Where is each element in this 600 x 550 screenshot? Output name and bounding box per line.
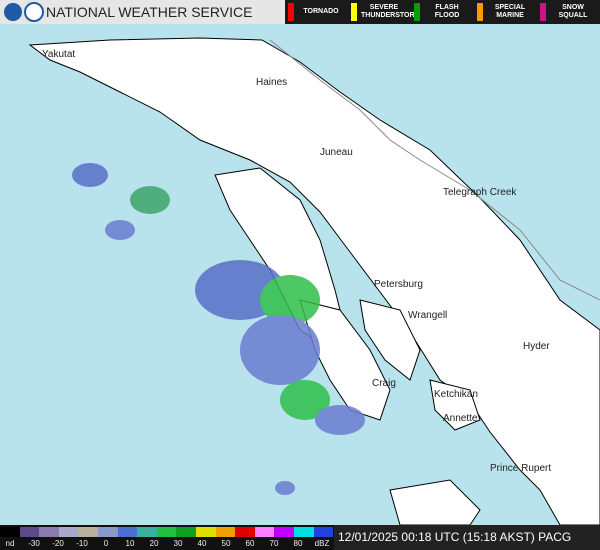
echo: [105, 220, 135, 240]
warning-item: SNOW SQUALL: [537, 0, 600, 24]
scale-swatch: [19, 527, 40, 537]
scale-swatch: [58, 527, 79, 537]
warning-label: SPECIAL MARINE: [494, 4, 526, 19]
place-label: Haines: [256, 77, 287, 88]
echo: [315, 405, 365, 435]
scale-label: -10: [76, 539, 88, 548]
logos: [4, 2, 44, 22]
timestamp: 12/01/2025 00:18 UTC (15:18 AKST) PACG: [334, 525, 600, 550]
place-label: Wrangell: [408, 310, 447, 321]
scale-swatch: [117, 527, 138, 537]
warning-swatch: [540, 3, 546, 21]
place-label: Juneau: [320, 147, 353, 158]
scale-swatch: [215, 527, 236, 537]
scale-label: -30: [28, 539, 40, 548]
scale-swatch: [156, 527, 177, 537]
place-label: Craig: [372, 378, 396, 389]
header: NATIONAL WEATHER SERVICE TORNADO SEVERE T…: [0, 0, 600, 24]
scale-swatch: [0, 527, 20, 537]
echo: [280, 380, 330, 420]
scale-label: 70: [269, 539, 279, 548]
scale-swatch: [313, 527, 334, 537]
warning-item: SPECIAL MARINE: [474, 0, 537, 24]
warning-label: TORNADO: [303, 8, 339, 15]
echo: [275, 481, 295, 495]
echo: [260, 275, 320, 325]
scale-label: 10: [125, 539, 135, 548]
warning-label: SEVERE THUNDERSTORM: [361, 4, 421, 19]
echo: [130, 186, 170, 214]
place-label: Petersburg: [374, 279, 423, 290]
scale-label: 0: [103, 539, 109, 548]
scale-label: 30: [173, 539, 183, 548]
scale-swatch: [196, 527, 216, 537]
warning-label: FLASH FLOOD: [434, 4, 460, 19]
scale-swatch: [254, 527, 275, 537]
scale-label: 80: [293, 539, 303, 548]
warning-swatch: [414, 3, 420, 21]
place-label: Hyder: [523, 341, 550, 352]
warning-swatch: [288, 3, 294, 21]
warning-legend: TORNADO SEVERE THUNDERSTORM FLASH FLOOD SPE…: [285, 0, 600, 24]
agency-name: NATIONAL WEATHER SERVICE: [46, 4, 253, 20]
warning-item: TORNADO: [285, 0, 348, 24]
island: [359, 299, 421, 381]
echo: [240, 315, 320, 385]
scale-swatch: [137, 527, 157, 537]
scale-label: 20: [149, 539, 159, 548]
warning-item: FLASH FLOOD: [411, 0, 474, 24]
scale-label: dBZ: [314, 539, 330, 548]
scale-swatch: [176, 527, 196, 537]
scale-swatch: [78, 527, 98, 537]
place-label: Ketchikan: [434, 389, 478, 400]
scale-label: nd: [5, 539, 15, 548]
island: [389, 479, 481, 525]
scale-swatch: [39, 527, 59, 537]
scale-label: 50: [221, 539, 231, 548]
mainland: [28, 37, 600, 525]
island: [429, 379, 481, 431]
place-label: Yakutat: [42, 49, 75, 60]
place-label: Prince Rupert: [490, 463, 551, 474]
scale-label: 40: [197, 539, 207, 548]
place-label: Annette: [443, 413, 478, 424]
scale-label: -20: [52, 539, 64, 548]
scale-label: 60: [245, 539, 255, 548]
scale-swatch: [274, 527, 294, 537]
warning-label: SNOW SQUALL: [558, 4, 588, 19]
scale-swatch: [294, 527, 314, 537]
border: [269, 39, 600, 301]
radar-echoes: [72, 163, 365, 495]
place-label: Telegraph Creek: [443, 187, 517, 198]
map: Yakutat Haines Juneau Telegraph Creek Peters…: [28, 37, 600, 525]
warning-item: SEVERE THUNDERSTORM: [348, 0, 421, 24]
warning-swatch: [351, 3, 357, 21]
scale-swatch: [235, 527, 255, 537]
island: [299, 299, 391, 421]
warning-swatch: [477, 3, 483, 21]
scale-swatch: [98, 527, 118, 537]
echo: [72, 163, 108, 187]
